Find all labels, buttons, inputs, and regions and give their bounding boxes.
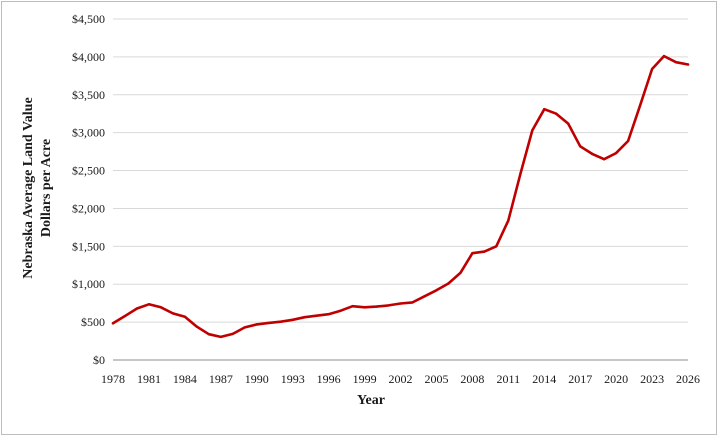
y-tick-label: $1,500 — [72, 239, 105, 253]
data-point — [327, 312, 330, 316]
x-tick-label: 1987 — [209, 372, 233, 386]
x-tick-label: 1978 — [101, 372, 125, 386]
x-tick-label: 1993 — [281, 372, 305, 386]
x-tick-label: 2023 — [640, 372, 664, 386]
x-tick-label: 2026 — [676, 372, 700, 386]
y-tick-label: $2,000 — [72, 201, 105, 215]
y-tick-label: $4,500 — [72, 12, 105, 26]
x-tick-labels: 1978 1981 1984 1987 1990 1993 1996 1999 2002 2005… — [101, 372, 700, 386]
x-tick-label: 2020 — [604, 372, 628, 386]
data-point — [411, 301, 414, 304]
data-point — [243, 326, 246, 329]
data-point — [519, 173, 522, 176]
y-tick-label: $0 — [93, 353, 105, 367]
data-point — [495, 245, 498, 248]
y-tick-label: $3,000 — [72, 126, 105, 140]
x-tick-label: 1996 — [317, 372, 341, 386]
x-tick-label: 1981 — [137, 372, 161, 386]
data-point — [303, 315, 306, 319]
data-point — [638, 104, 642, 107]
data-point — [650, 67, 654, 71]
data-point — [387, 304, 390, 307]
data-point — [147, 303, 151, 306]
x-tick-label: 2005 — [424, 372, 448, 386]
y-axis-title-line2: Dollars per Acre — [39, 139, 54, 237]
y-tick-labels: $0 $500 $1,000 $1,500 $2,000 $2,500 $3,000 $3,5… — [72, 12, 105, 367]
x-tick-label: 2014 — [532, 372, 556, 386]
data-point — [291, 318, 294, 322]
data-point — [351, 304, 354, 308]
data-point — [375, 305, 378, 308]
x-tick-label: 1990 — [245, 372, 269, 386]
x-axis-title: Year — [357, 393, 385, 408]
data-point — [195, 325, 199, 328]
data-point — [555, 112, 558, 115]
y-tick-label: $500 — [81, 315, 105, 329]
x-tick-label: 1984 — [173, 372, 197, 386]
data-point — [590, 152, 594, 156]
y-tick-label: $3,500 — [72, 88, 105, 102]
data-point — [183, 315, 187, 319]
data-point — [471, 251, 474, 255]
data-point — [231, 332, 234, 336]
data-point — [315, 314, 318, 317]
data-point — [662, 54, 666, 58]
y-tick-label: $1,000 — [72, 277, 105, 291]
data-point — [626, 139, 630, 143]
x-tick-label: 2011 — [497, 372, 521, 386]
data-point — [171, 312, 175, 315]
data-point — [363, 306, 366, 309]
series-group — [111, 54, 690, 339]
data-point — [674, 60, 678, 64]
data-point — [279, 320, 282, 323]
data-point — [267, 321, 270, 325]
data-point — [255, 323, 258, 326]
data-point — [578, 145, 582, 148]
data-point — [123, 314, 127, 318]
y-axis-title: Nebraska Average Land Value Dollars per … — [21, 97, 54, 278]
data-point — [483, 250, 486, 253]
data-point — [602, 157, 606, 161]
data-point — [339, 309, 342, 312]
data-point — [135, 307, 139, 310]
data-point — [207, 333, 211, 336]
data-point — [567, 122, 570, 125]
data-point — [435, 289, 438, 292]
data-point — [686, 63, 690, 66]
series-line — [111, 54, 690, 339]
y-tick-label: $2,500 — [72, 164, 105, 178]
data-point — [423, 295, 426, 298]
data-point — [614, 151, 618, 155]
gridlines — [113, 18, 688, 323]
y-axis-title-line1: Nebraska Average Land Value — [21, 97, 36, 278]
data-point — [219, 335, 223, 339]
data-point — [459, 271, 462, 275]
data-point — [531, 129, 534, 132]
data-point — [159, 306, 163, 309]
data-point — [543, 107, 546, 111]
x-tick-label: 2017 — [568, 372, 592, 386]
data-point — [111, 322, 115, 325]
y-tick-label: $4,000 — [72, 50, 105, 64]
x-tick-label: 1999 — [353, 372, 377, 386]
x-tick-label: 2008 — [460, 372, 484, 386]
data-point — [507, 219, 510, 222]
data-point — [447, 282, 450, 285]
x-tick-label: 2002 — [389, 372, 413, 386]
data-point — [399, 302, 402, 305]
